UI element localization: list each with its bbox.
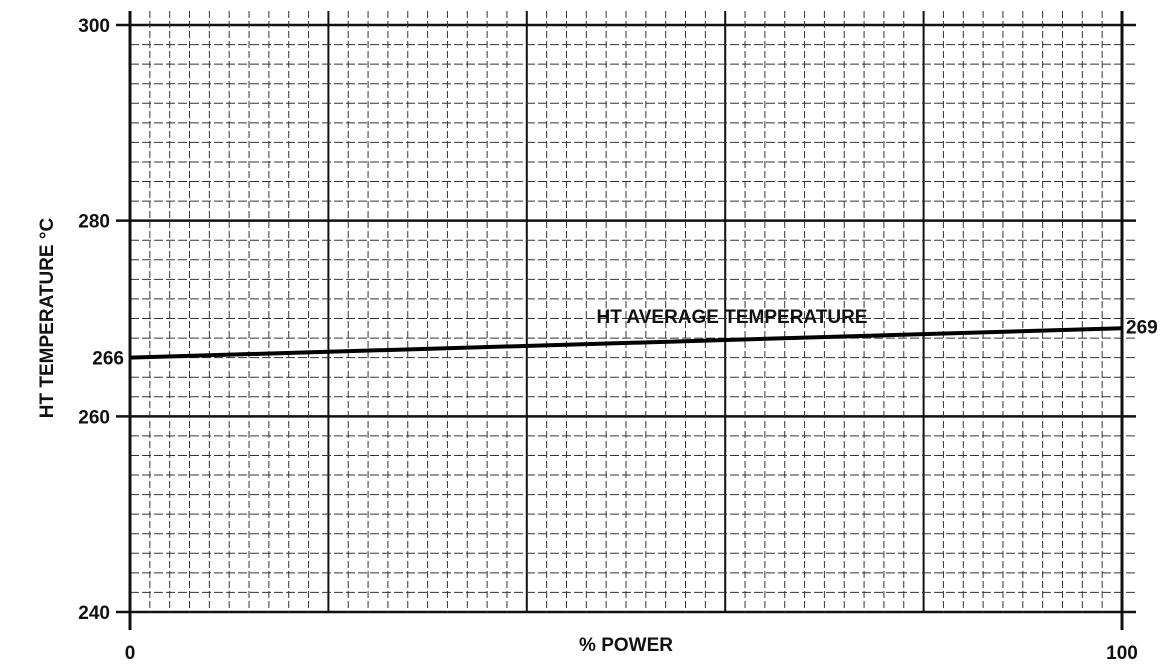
y-tick-label: 260 — [78, 407, 110, 428]
annotation: HT AVERAGE TEMPERATURE — [597, 307, 868, 328]
x-tick-label: 0 — [125, 643, 136, 664]
x-axis-title: % POWER — [579, 635, 673, 656]
y-tick-label: 280 — [78, 212, 110, 233]
x-tick-label: 100 — [1106, 643, 1138, 664]
y-tick-label: 240 — [78, 603, 110, 624]
y-tick-label: 300 — [78, 16, 110, 37]
data-label: 269 — [1126, 317, 1158, 338]
y-axis-title: HT TEMPERATURE °C — [37, 218, 58, 419]
data-line — [129, 326, 1123, 360]
data-label: 266 — [92, 349, 124, 370]
